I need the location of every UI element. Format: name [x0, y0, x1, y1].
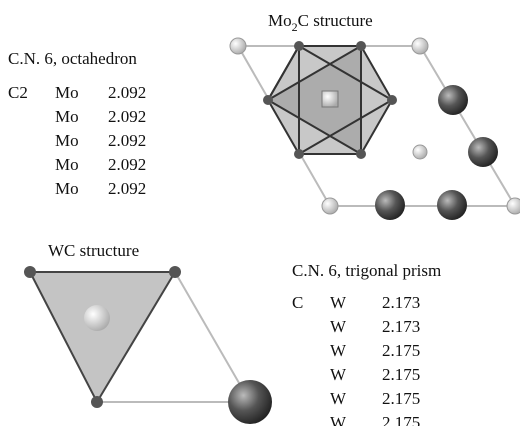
- distance: 2.175: [382, 413, 420, 426]
- mo2c-title: Mo2C structure: [268, 11, 373, 34]
- title-part: Mo: [268, 11, 292, 30]
- distance: 2.092: [108, 83, 146, 102]
- neighbor-atom: W: [330, 317, 347, 336]
- coordination: C.N. 6, octahedron: [8, 49, 137, 68]
- neighbor-atom: Mo: [55, 131, 79, 150]
- mo-atoms-small: [263, 41, 397, 159]
- distance: 2.092: [108, 179, 146, 198]
- neighbor-atom: Mo: [55, 83, 79, 102]
- carbon-atom: [84, 305, 110, 331]
- neighbor-atom: W: [330, 365, 347, 384]
- distance: 2.092: [108, 107, 146, 126]
- title-part: C structure: [298, 11, 373, 30]
- title-subscript: 2: [292, 20, 298, 34]
- mo-atoms: [375, 85, 498, 220]
- central-atom: C2: [8, 83, 28, 102]
- neighbor-atom: Mo: [55, 179, 79, 198]
- neighbor-atom: Mo: [55, 107, 79, 126]
- wc-title: WC structure: [48, 241, 139, 260]
- neighbor-atom: Mo: [55, 155, 79, 174]
- distance: 2.092: [108, 131, 146, 150]
- distance: 2.175: [382, 389, 420, 408]
- corner-atoms: [229, 37, 520, 215]
- distance: 2.092: [108, 155, 146, 174]
- distance: 2.173: [382, 293, 420, 312]
- w-atom: [228, 380, 272, 424]
- prism: [28, 271, 177, 405]
- carbon-atom: [321, 90, 339, 108]
- neighbor-atom: W: [330, 293, 347, 312]
- wc-diagram: [24, 266, 272, 424]
- neighbor-atom: W: [330, 341, 347, 360]
- mo2c-diagram: [229, 37, 520, 220]
- central-atom: C: [292, 293, 303, 312]
- neighbor-atom: W: [330, 413, 347, 426]
- distance: 2.173: [382, 317, 420, 336]
- octahedron-face: [268, 46, 361, 154]
- neighbor-atom: W: [330, 389, 347, 408]
- distance: 2.175: [382, 365, 420, 384]
- w-atoms-small: [24, 266, 181, 408]
- coordination: C.N. 6, trigonal prism: [292, 261, 441, 280]
- distance: 2.175: [382, 341, 420, 360]
